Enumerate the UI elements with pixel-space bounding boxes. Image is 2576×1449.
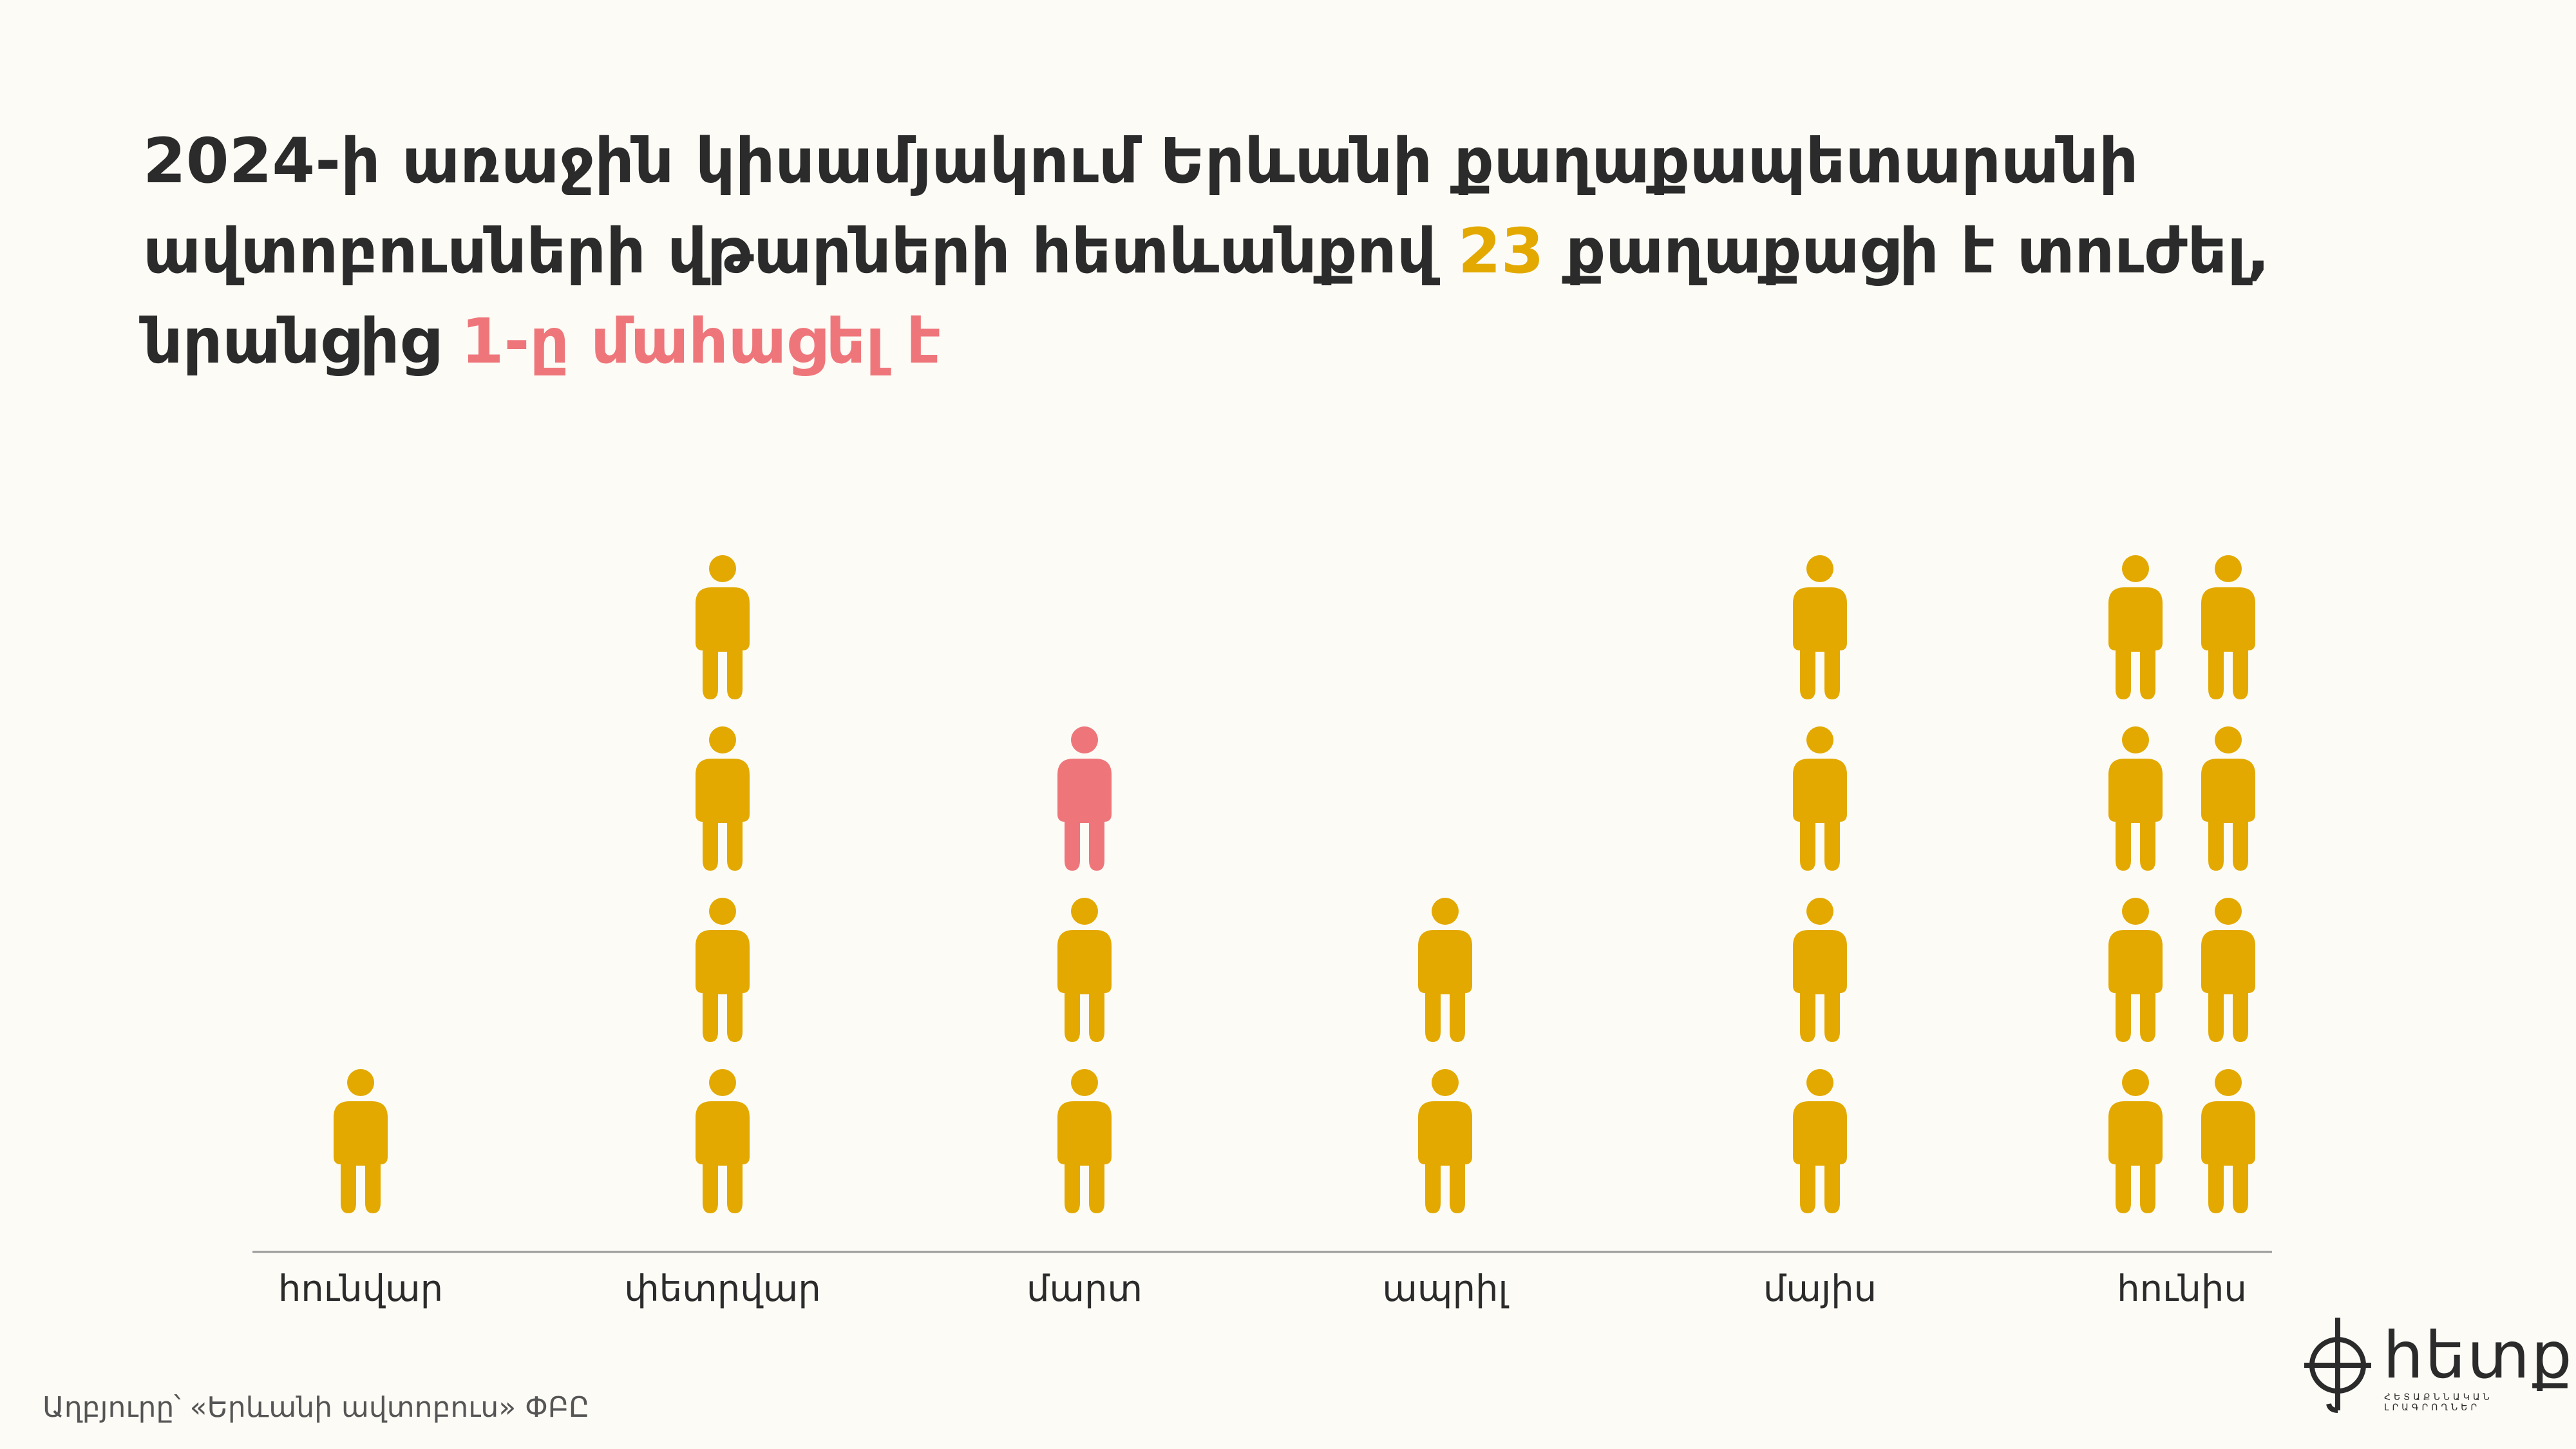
person-injured-icon: [696, 555, 750, 699]
person-injured-icon: [696, 1069, 750, 1213]
person-injured-icon: [1057, 898, 1112, 1042]
hetq-logo-icon: [2304, 1318, 2371, 1413]
x-tick-label: հունվար: [278, 1268, 443, 1310]
person-injured-icon: [1418, 1069, 1472, 1213]
x-tick-label: փետրվար: [624, 1268, 821, 1310]
person-injured-icon: [2201, 555, 2255, 699]
person-injured-icon: [1793, 1069, 1847, 1213]
person-injured-icon: [696, 726, 750, 871]
person-died-icon: [1057, 726, 1112, 871]
icons-layer: [334, 555, 2255, 1213]
x-tick-label: հունիս: [2117, 1268, 2247, 1310]
person-injured-icon: [2201, 898, 2255, 1042]
x-tick-label: մայիս: [1763, 1268, 1877, 1310]
logo-text: հետք: [2383, 1318, 2573, 1393]
person-injured-icon: [2108, 726, 2163, 871]
source-note: Աղբյուրը՝ «Երևանի ավտոբուս» ՓԲԸ: [43, 1391, 590, 1424]
x-tick-label: մարտ: [1027, 1268, 1142, 1310]
title-injured-count: 23: [1457, 215, 1544, 287]
title-part-1: 2024-ի առաջին կիսամյակում Երևանի քաղաքապ…: [143, 125, 2139, 287]
hetq-logo: հետք ՀԵՏԱՔՆՆԱԿԱՆ ԼՐԱԳՐՈՂՆԵՐ: [2299, 1314, 2572, 1417]
person-injured-icon: [2108, 555, 2163, 699]
person-injured-icon: [696, 898, 750, 1042]
person-injured-icon: [2201, 1069, 2255, 1213]
person-injured-icon: [1793, 898, 1847, 1042]
chart-title: 2024-ի առաջին կիսամյակում Երևանի քաղաքապ…: [143, 116, 2436, 386]
person-injured-icon: [2108, 1069, 2163, 1213]
person-injured-icon: [1793, 726, 1847, 871]
title-deaths-text: 1-ը մահացել է: [460, 305, 942, 377]
person-injured-icon: [1057, 1069, 1112, 1213]
person-injured-icon: [2201, 726, 2255, 871]
person-injured-icon: [2108, 898, 2163, 1042]
title-part-2: քաղաքացի է տուժել, նրանցից: [143, 215, 2270, 377]
x-axis-labels: հունվար փետրվար մարտ ապրիլ մայիս հունիս: [278, 1268, 2247, 1310]
person-injured-icon: [334, 1069, 388, 1213]
person-injured-icon: [1793, 555, 1847, 699]
logo-subtitle: ՀԵՏԱՔՆՆԱԿԱՆ ԼՐԱԳՐՈՂՆԵՐ: [2384, 1392, 2493, 1413]
person-injured-icon: [1418, 898, 1472, 1042]
x-tick-label: ապրիլ: [1382, 1268, 1509, 1310]
